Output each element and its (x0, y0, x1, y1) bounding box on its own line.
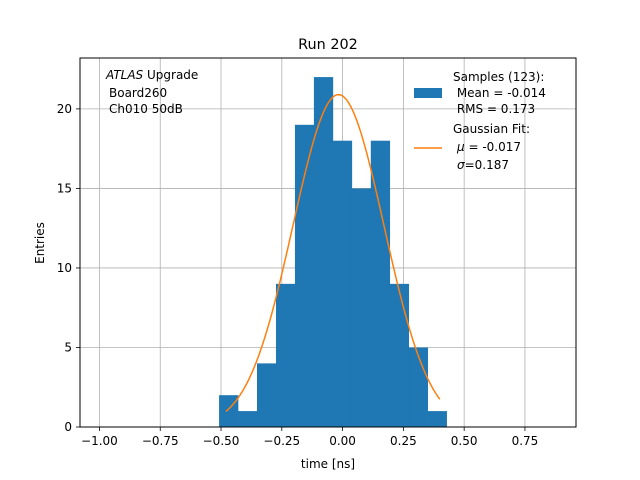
histogram-bar (313, 77, 334, 427)
plot-frame (79, 57, 577, 428)
legend-histogram-line-3: RMS = 0.173 (453, 102, 535, 116)
annotation-line-3: Ch010 50dB (109, 102, 183, 116)
histogram-bar (219, 395, 239, 427)
x-tick-label: −0.25 (263, 434, 300, 448)
fit-curve-layer (225, 93, 441, 413)
histogram-bar (427, 411, 447, 427)
histogram-bar (389, 283, 410, 427)
legend-fit-line-1: Gaussian Fit: (453, 122, 530, 136)
histogram-bar (257, 363, 277, 427)
x-tick-label: 0.00 (329, 434, 356, 448)
histogram-bar (351, 188, 372, 427)
annotation-line-2: Board260 (109, 86, 167, 100)
histogram-bar (275, 283, 296, 427)
x-tick-label: 0.25 (390, 434, 417, 448)
x-tick-label: −0.75 (142, 434, 179, 448)
x-axis-label: time [ns] (301, 457, 355, 471)
annotation-line-1: ATLAS Upgrade (105, 68, 198, 82)
y-tick-label: 20 (57, 102, 72, 116)
annotation: ATLAS Upgrade Board260 Ch010 50dB (105, 68, 198, 116)
legend-histogram-line-2: Mean = -0.014 (453, 86, 546, 100)
legend-sigma-value: =0.187 (465, 158, 509, 172)
annotation-upgrade: Upgrade (143, 68, 198, 82)
chart-title: Run 202 (298, 37, 358, 53)
legend: Samples (123): Mean = -0.014 RMS = 0.173… (414, 70, 546, 172)
histogram-bar (294, 124, 315, 427)
histogram-bars (219, 77, 447, 427)
legend-mu-value: = -0.017 (465, 140, 521, 154)
histogram-bar (408, 347, 428, 427)
x-tick-label: −0.50 (203, 434, 240, 448)
x-tick-label: 0.75 (512, 434, 539, 448)
legend-histogram-line-1: Samples (123): (453, 70, 544, 84)
legend-fit-sigma: σ=0.187 (457, 158, 509, 172)
y-axis-label: Entries (33, 222, 47, 264)
legend-fit-mu: μ = -0.017 (456, 140, 521, 154)
legend-histogram-swatch (414, 88, 442, 98)
x-ticks: −1.00 −0.75 −0.50 −0.25 0.00 0.25 0.50 0.75 (81, 427, 538, 448)
legend-mu-symbol: μ (456, 140, 465, 154)
histogram-bar (238, 411, 258, 427)
y-tick-label: 0 (64, 420, 72, 434)
y-tick-label: 10 (57, 261, 72, 275)
x-tick-label: −1.00 (81, 434, 118, 448)
histogram-bar (332, 140, 353, 427)
x-tick-label: 0.50 (451, 434, 478, 448)
legend-sigma-symbol: σ (457, 158, 465, 172)
y-ticks: 0 5 10 15 20 (57, 102, 80, 434)
y-tick-label: 5 (64, 340, 72, 354)
gaussian-fit-curve (225, 93, 441, 413)
y-tick-label: 15 (57, 181, 72, 195)
histogram-bar (370, 140, 391, 427)
annotation-atlas: ATLAS (105, 68, 144, 82)
